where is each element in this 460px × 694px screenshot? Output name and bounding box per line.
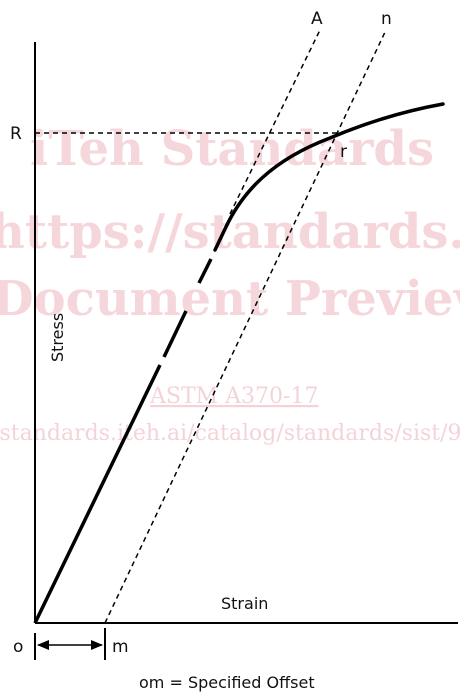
y-axis-label: Stress — [48, 313, 67, 362]
offset-line — [104, 29, 387, 624]
watermark: iTeh Standards https://standards.iteh.ai… — [0, 121, 460, 446]
offset-arrow-left — [37, 640, 49, 650]
elastic-segment-2 — [162, 310, 188, 358]
watermark-line-4: ASTM A370-17 — [149, 384, 318, 409]
x-axis-label: Strain — [221, 594, 268, 613]
elastic-extension-line — [229, 29, 321, 215]
label-n: n — [381, 9, 392, 29]
watermark-line-3: Document Preview — [0, 271, 460, 327]
offset-arrow-right — [91, 640, 103, 650]
label-R: R — [10, 124, 22, 144]
label-r: r — [340, 142, 347, 162]
label-o: o — [13, 637, 23, 657]
caption: om = Specified Offset — [139, 673, 315, 692]
elastic-segment-3 — [197, 258, 213, 284]
elastic-segment-1 — [33, 364, 162, 624]
plastic-curve — [213, 102, 445, 252]
watermark-line-1: iTeh Standards — [30, 121, 434, 177]
label-A: A — [311, 9, 323, 29]
label-m: m — [112, 637, 129, 657]
watermark-line-5: https://standards.iteh.ai/catalog/standa… — [0, 421, 460, 446]
